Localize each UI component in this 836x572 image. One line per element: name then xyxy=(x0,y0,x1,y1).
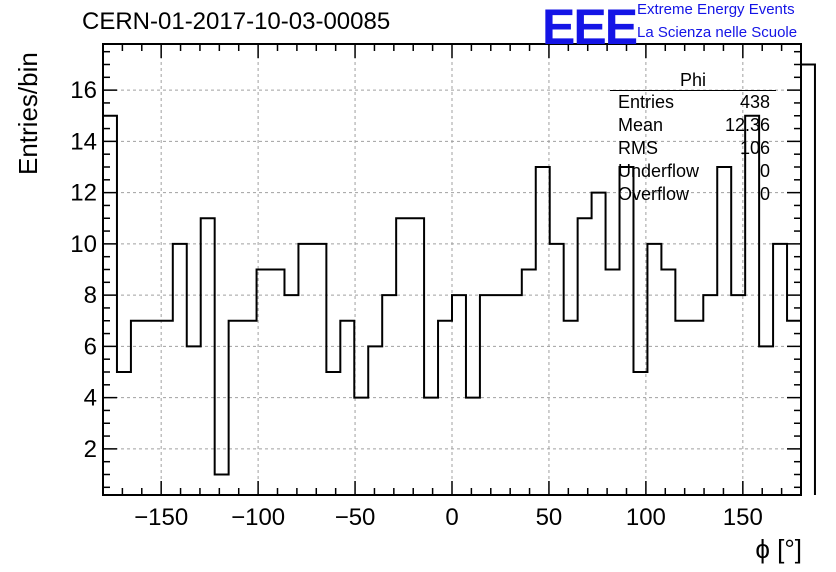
stats-value: 0 xyxy=(760,183,770,206)
x-tick-label: 100 xyxy=(626,504,666,531)
x-tick-label: −150 xyxy=(134,504,188,531)
stats-row-entries: Entries 438 xyxy=(610,91,776,114)
y-tick-label: 10 xyxy=(70,231,97,258)
logo-line-2: La Scienza nelle Scuole xyxy=(637,24,797,41)
x-tick-label: −100 xyxy=(231,504,285,531)
y-tick-label: 6 xyxy=(84,333,97,360)
x-tick-label: 50 xyxy=(536,504,563,531)
x-axis-label: ϕ [°] xyxy=(755,534,802,565)
stats-label: Entries xyxy=(618,91,674,114)
stats-row-overflow: Overflow 0 xyxy=(610,183,776,206)
stats-value: 438 xyxy=(740,91,770,114)
logo-line-1: Extreme Energy Events xyxy=(637,1,795,18)
y-axis-label: Entries/bin xyxy=(13,55,43,175)
eee-logo: EEE xyxy=(542,0,636,56)
y-tick-label: 16 xyxy=(70,77,97,104)
stats-label: Mean xyxy=(618,114,663,137)
stats-label: Overflow xyxy=(618,183,689,206)
stats-value: 0 xyxy=(760,160,770,183)
stats-row-mean: Mean 12.36 xyxy=(610,114,776,137)
y-tick-label: 12 xyxy=(70,180,97,207)
y-tick-label: 4 xyxy=(84,385,97,412)
y-tick-label: 2 xyxy=(84,436,97,463)
stats-row-underflow: Underflow 0 xyxy=(610,160,776,183)
chart-title: CERN-01-2017-10-03-00085 xyxy=(82,8,390,36)
x-tick-label: 0 xyxy=(445,504,458,531)
stats-box: Phi Entries 438 Mean 12.36 RMS 106 Under… xyxy=(610,70,776,206)
x-tick-label: −50 xyxy=(335,504,376,531)
x-tick-label: 150 xyxy=(723,504,763,531)
stats-label: RMS xyxy=(618,137,658,160)
stats-row-rms: RMS 106 xyxy=(610,137,776,160)
stats-title: Phi xyxy=(610,70,776,91)
y-tick-label: 14 xyxy=(70,128,97,155)
stats-label: Underflow xyxy=(618,160,699,183)
stats-value: 12.36 xyxy=(725,114,770,137)
stats-value: 106 xyxy=(740,137,770,160)
y-tick-label: 8 xyxy=(84,282,97,309)
